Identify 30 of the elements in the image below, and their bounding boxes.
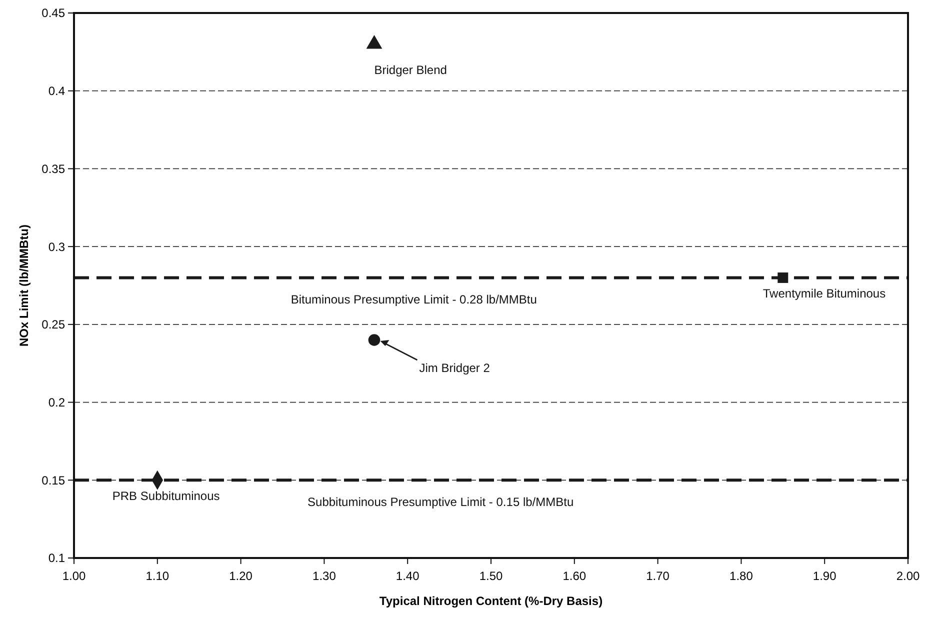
x-tick-label: 1.30 (312, 569, 336, 583)
x-tick-label: 1.50 (479, 569, 503, 583)
y-tick-label: 0.45 (42, 6, 66, 20)
y-tick-label: 0.3 (48, 240, 66, 254)
x-tick-label: 1.70 (646, 569, 670, 583)
x-tick-label: 1.10 (146, 569, 170, 583)
ref-line-label: Bituminous Presumptive Limit - 0.28 lb/MMBtu (290, 292, 537, 307)
point (778, 272, 788, 283)
y-tick-label: 0.1 (48, 551, 66, 566)
x-tick-label: 1.00 (62, 569, 86, 583)
x-tick-label: 1.80 (730, 569, 754, 583)
y-tick-label: 0.15 (42, 473, 66, 488)
x-tick-label: 1.40 (396, 569, 420, 583)
y-tick-label: 0.25 (42, 318, 66, 332)
x-axis-title: Typical Nitrogen Content (%-Dry Basis) (379, 594, 603, 608)
x-tick-label: 1.90 (812, 569, 837, 583)
y-tick-label: 0.2 (48, 395, 66, 410)
series-label: Twentymile Bituminous (762, 286, 886, 301)
y-tick-label: 0.4 (48, 84, 66, 98)
series-label: PRB Subbituminous (112, 489, 220, 504)
x-tick-label: 2.00 (896, 569, 920, 583)
y-tick-label: 0.35 (42, 162, 66, 176)
point (368, 334, 380, 346)
y-axis-title: NOx Limit (lb/MMBtu) (17, 224, 31, 346)
text: Jim Bridger 2 (419, 361, 490, 375)
ref-line-label: Subbituminous Presumptive Limit - 0.15 lb/MMBtu (308, 495, 574, 510)
x-tick-label: 1.60 (562, 569, 586, 583)
series-label: Bridger Blend (374, 63, 447, 78)
x-tick-label: 1.20 (229, 569, 253, 583)
point (366, 34, 382, 49)
